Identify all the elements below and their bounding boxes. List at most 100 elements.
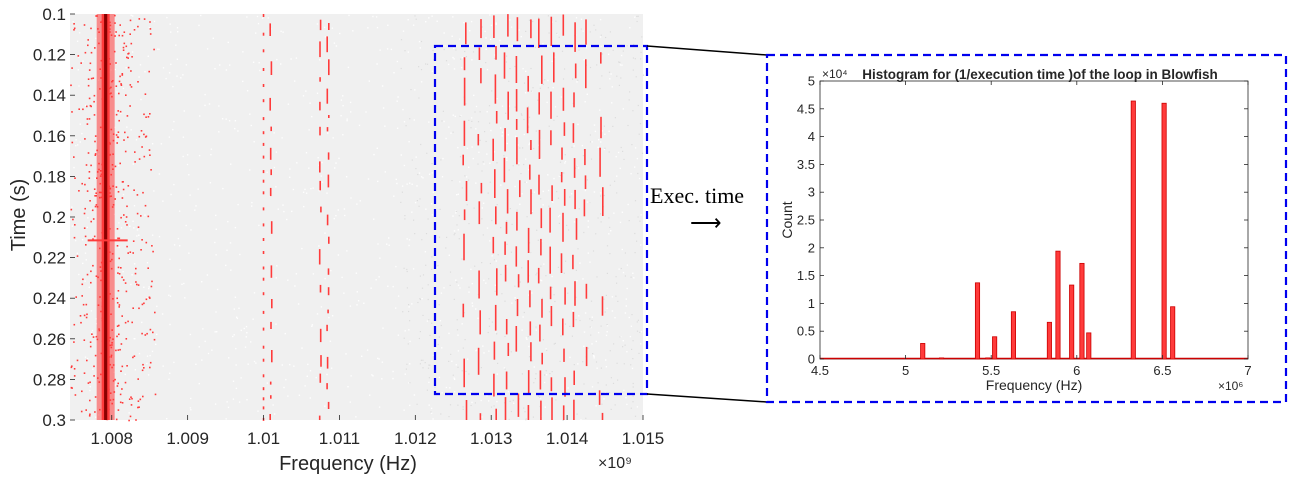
spectrogram-x-label: Frequency (Hz) bbox=[279, 453, 417, 475]
y-tick-label: 0.24 bbox=[33, 289, 66, 308]
sideband-dot bbox=[262, 117, 265, 121]
spectrogram-panel: 1.008 1.009 1.01 1.011 1.012 1.013 1.014 1.015 … bbox=[8, 5, 664, 475]
histogram-bar bbox=[1055, 250, 1061, 360]
histogram-bar bbox=[1079, 262, 1085, 360]
zoom-connector-bottom bbox=[646, 393, 768, 403]
y-tick-label: 0.5 bbox=[797, 324, 815, 339]
x-tick-label: 6 bbox=[1073, 363, 1080, 378]
histogram-bar bbox=[992, 336, 998, 360]
sideband-dot bbox=[262, 68, 265, 71]
histogram-title: Histogram for (1/execution time )of the … bbox=[862, 67, 1218, 82]
histogram-x-axis: 4.5 5 5.5 6 6.5 7 bbox=[811, 81, 1252, 378]
sideband-dot bbox=[262, 406, 265, 410]
y-tick-label: 4 bbox=[808, 129, 815, 144]
histogram-x-exponent: ×10⁶ bbox=[1218, 379, 1243, 393]
sideband-dot bbox=[262, 84, 265, 87]
sideband-dot bbox=[262, 14, 265, 17]
sideband-dot bbox=[262, 155, 265, 159]
histogram-bar bbox=[1046, 321, 1052, 360]
y-tick-label: 4.5 bbox=[797, 101, 815, 116]
histogram-bar bbox=[939, 357, 945, 360]
sideband-dot bbox=[262, 397, 265, 401]
x-tick-label: 1.011 bbox=[319, 429, 360, 448]
y-tick-label: 2 bbox=[808, 240, 815, 255]
sideband-dot bbox=[262, 266, 265, 270]
y-tick-label: 3.5 bbox=[797, 157, 815, 172]
x-tick-label: 1.015 bbox=[622, 429, 665, 448]
histogram-bar bbox=[1161, 102, 1167, 360]
x-tick-label: 4.5 bbox=[811, 363, 829, 378]
histogram-y-label: Count bbox=[779, 201, 795, 238]
sideband-dot bbox=[262, 345, 265, 349]
histogram-y-axis: 0 0.5 1 1.5 2 2.5 3 3.5 4 4.5 5 bbox=[797, 74, 1248, 367]
histogram-bar bbox=[1010, 311, 1017, 360]
histogram-bar bbox=[1069, 284, 1075, 360]
x-tick-label: 6.5 bbox=[1153, 363, 1171, 378]
sideband-dot bbox=[262, 170, 265, 174]
y-tick-label: 0.12 bbox=[33, 46, 66, 65]
x-tick-label: 1.01 bbox=[247, 429, 280, 448]
y-tick-label: 5 bbox=[808, 74, 815, 89]
y-tick-label: 3 bbox=[808, 185, 815, 200]
sideband-dot bbox=[262, 387, 265, 391]
y-tick-label: 2.5 bbox=[797, 213, 815, 228]
spectrogram-carrier-trace bbox=[87, 14, 128, 420]
spectrogram-sideband-traces bbox=[262, 14, 604, 421]
histogram-bar bbox=[920, 343, 926, 360]
spectrogram-x-exponent: ×10⁹ bbox=[598, 455, 632, 472]
sideband-dot bbox=[262, 327, 265, 331]
y-tick-label: 0 bbox=[808, 352, 815, 367]
exec-time-arrow: ⟶ bbox=[690, 210, 722, 235]
spectrogram-y-axis: 0.1 0.12 0.14 0.16 0.18 0.2 0.22 0.24 0.26 0.28 0.… bbox=[33, 5, 75, 430]
histogram-frame-box bbox=[765, 53, 1288, 404]
histogram-bar bbox=[1086, 332, 1092, 360]
x-tick-label: 1.012 bbox=[394, 429, 437, 448]
y-tick-label: 1 bbox=[808, 296, 815, 311]
x-tick-label: 5 bbox=[902, 363, 909, 378]
sideband-dot bbox=[262, 99, 265, 103]
sideband-dot bbox=[262, 131, 265, 135]
sideband-dot bbox=[262, 277, 265, 281]
sideband-dot bbox=[262, 358, 265, 362]
zoom-annotation: Exec. time ⟶ bbox=[433, 44, 1288, 404]
x-tick-label: 1.014 bbox=[546, 429, 589, 448]
histogram-plot-area bbox=[819, 80, 1249, 360]
sideband-dot bbox=[262, 191, 265, 195]
x-tick-label: 1.009 bbox=[166, 429, 209, 448]
histogram-panel: 4.5 5 5.5 6 6.5 7 0 0.5 1 1.5 2 2.5 3 3.5 4 4.5 5 Histo… bbox=[779, 67, 1252, 393]
y-tick-label: 0.16 bbox=[33, 127, 66, 146]
sideband-dot bbox=[262, 374, 265, 378]
y-tick-label: 0.28 bbox=[33, 370, 66, 389]
spectrogram-x-axis: 1.008 1.009 1.01 1.011 1.012 1.013 1.014 1.015 bbox=[90, 415, 664, 448]
y-tick-label: 0.3 bbox=[42, 411, 66, 430]
x-tick-label: 1.008 bbox=[90, 429, 133, 448]
x-tick-label: 1.013 bbox=[470, 429, 513, 448]
exec-time-label: Exec. time bbox=[650, 183, 744, 208]
spectrogram-y-label: Time (s) bbox=[8, 179, 30, 252]
histogram-x-label: Frequency (Hz) bbox=[986, 377, 1082, 393]
histogram-bars bbox=[820, 100, 1248, 360]
sideband-dot bbox=[262, 223, 265, 227]
sideband-dot bbox=[262, 251, 265, 254]
histogram-bar bbox=[1130, 100, 1136, 360]
y-tick-label: 0.1 bbox=[42, 5, 66, 24]
x-tick-label: 5.5 bbox=[982, 363, 1000, 378]
y-tick-label: 0.14 bbox=[33, 86, 66, 105]
histogram-bar bbox=[974, 282, 981, 360]
histogram-bar bbox=[1170, 306, 1176, 360]
sideband-dot bbox=[262, 142, 265, 146]
y-tick-label: 0.2 bbox=[42, 208, 66, 227]
y-tick-label: 0.26 bbox=[33, 330, 66, 349]
sideband-dot bbox=[262, 207, 265, 211]
sideband-dot bbox=[262, 179, 265, 183]
x-tick-label: 7 bbox=[1244, 363, 1251, 378]
y-tick-label: 1.5 bbox=[797, 268, 815, 283]
histogram-bar bbox=[985, 357, 991, 360]
y-tick-label: 0.22 bbox=[33, 249, 66, 268]
sideband-dot bbox=[262, 292, 265, 296]
sideband-dot bbox=[262, 32, 265, 36]
sideband-dot bbox=[262, 310, 265, 314]
zoom-connector-top bbox=[646, 45, 768, 56]
carrier-center bbox=[104, 14, 108, 420]
